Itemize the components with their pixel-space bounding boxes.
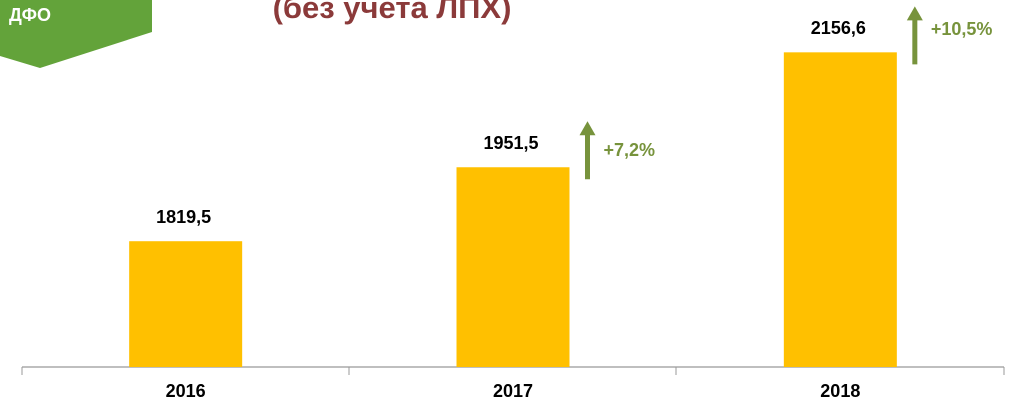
growth-label: +10,5% xyxy=(931,19,993,39)
x-tick-label: 2017 xyxy=(493,381,533,401)
badge-shape xyxy=(0,0,152,68)
growth-arrow-head xyxy=(579,121,596,136)
value-label: 1951,5 xyxy=(483,133,538,153)
x-tick-label: 2018 xyxy=(820,381,860,401)
chart-title: (без учета ЛПХ) xyxy=(273,0,512,25)
bar xyxy=(783,52,897,367)
value-label: 1819,5 xyxy=(156,207,211,227)
badge-text: ДФО xyxy=(9,5,51,25)
growth-arrow-head xyxy=(906,6,923,21)
bar xyxy=(456,167,570,367)
bar xyxy=(129,241,243,367)
growth-label: +7,2% xyxy=(604,140,656,160)
value-label: 2156,6 xyxy=(811,18,866,38)
x-tick-label: 2016 xyxy=(166,381,206,401)
